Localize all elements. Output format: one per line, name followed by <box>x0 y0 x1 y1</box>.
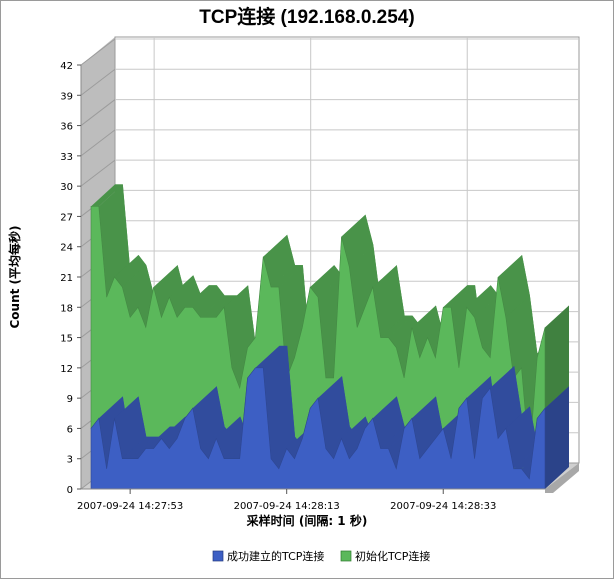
series-1-ridge-45 <box>443 285 476 308</box>
floor-edge <box>545 463 579 493</box>
series-0-ridge-16 <box>216 416 249 459</box>
y-tick-label-12: 36 <box>60 122 73 133</box>
series-1-ridge-52 <box>498 255 530 318</box>
series-1-ridge-48 <box>466 285 499 318</box>
x-tick-label-1: 2007-09-24 14:28:13 <box>234 501 340 512</box>
y-tick-label-9: 27 <box>60 212 73 223</box>
x-tick-label-2: 2007-09-24 14:28:33 <box>390 501 496 512</box>
series-0-ridge-4 <box>122 436 155 459</box>
series-1-ridge-4 <box>122 265 155 318</box>
grid-wall-11 <box>80 129 116 157</box>
y-tick-label-10: 30 <box>60 182 73 193</box>
series-0-ridge-22 <box>263 345 296 459</box>
series-0-ridge-51 <box>490 366 523 439</box>
legend: 成功建立的TCP连接 初始化TCP连接 <box>212 549 430 563</box>
chart-title: TCP连接 (192.168.0.254) <box>199 5 414 28</box>
legend-label-success: 成功建立的TCP连接 <box>227 549 324 563</box>
series-1-ridge-13 <box>192 285 225 318</box>
series-0-ridge-53 <box>505 406 538 469</box>
y-tick-label-13: 39 <box>60 91 73 102</box>
series-1-ridge-53 <box>505 295 538 378</box>
series-1-ridge-37 <box>380 315 413 338</box>
y-tick-label-5: 15 <box>60 334 73 345</box>
legend-swatch-init <box>340 550 352 562</box>
y-tick-label-11: 33 <box>60 152 73 163</box>
series-0-end <box>545 386 569 489</box>
series-1-ridge-3 <box>114 255 147 288</box>
y-tick-label-6: 18 <box>60 303 73 314</box>
series-0-ridge-13 <box>192 386 225 449</box>
series-0-ridge-3 <box>114 396 147 459</box>
series-1-ridge-38 <box>388 315 421 348</box>
y-tick-label-2: 6 <box>67 424 73 435</box>
x-axis-ticks: 2007-09-24 14:27:53 2007-09-24 14:28:13 20… <box>77 489 496 512</box>
series-1-ridge-36 <box>372 265 405 338</box>
series-1-ridge-23 <box>271 265 303 288</box>
y-tick-label-3: 9 <box>67 394 73 405</box>
series-1-ridge-1 <box>98 184 131 298</box>
y-axis-label: Count (平均每秒) <box>7 225 22 328</box>
series-areas <box>90 184 569 490</box>
series-1-ridge-32 <box>341 214 374 267</box>
grid-wall-14 <box>80 38 116 66</box>
grid-wall-13 <box>80 68 116 96</box>
series-0-ridge-29 <box>318 376 350 449</box>
series-1-ridge-12 <box>184 285 217 308</box>
series-0-ridge-36 <box>372 396 405 449</box>
legend-label-init: 初始化TCP连接 <box>355 549 430 563</box>
y-tick-label-14: 42 <box>60 61 73 72</box>
series-1-ridge-0 <box>91 184 123 207</box>
series-1-end <box>545 305 569 409</box>
grid-wall-10 <box>80 159 116 187</box>
series-1-ridge-14 <box>200 295 233 318</box>
y-tick-label-1: 3 <box>67 455 73 466</box>
legend-swatch-success <box>212 550 224 562</box>
x-tick-label-0: 2007-09-24 14:27:53 <box>77 501 183 512</box>
y-tick-label-0: 0 <box>67 485 73 496</box>
y-tick-label-7: 21 <box>60 273 73 284</box>
x-axis-label: 采样时间 (间隔: 1 秒) <box>246 513 368 528</box>
series-1-ridge-41 <box>411 305 444 358</box>
series-1-ridge-28 <box>310 265 342 298</box>
y-tick-label-4: 12 <box>60 364 73 375</box>
grid-wall-12 <box>80 99 116 126</box>
series-1-ridge-22 <box>263 234 296 288</box>
y-tick-label-8: 24 <box>60 243 73 254</box>
series-area-0 <box>90 345 569 490</box>
series-1-ridge-10 <box>169 275 202 318</box>
series-0-ridge-21 <box>255 345 288 368</box>
series-1-ridge-8 <box>153 265 186 318</box>
series-0-ridge-32 <box>341 416 374 459</box>
